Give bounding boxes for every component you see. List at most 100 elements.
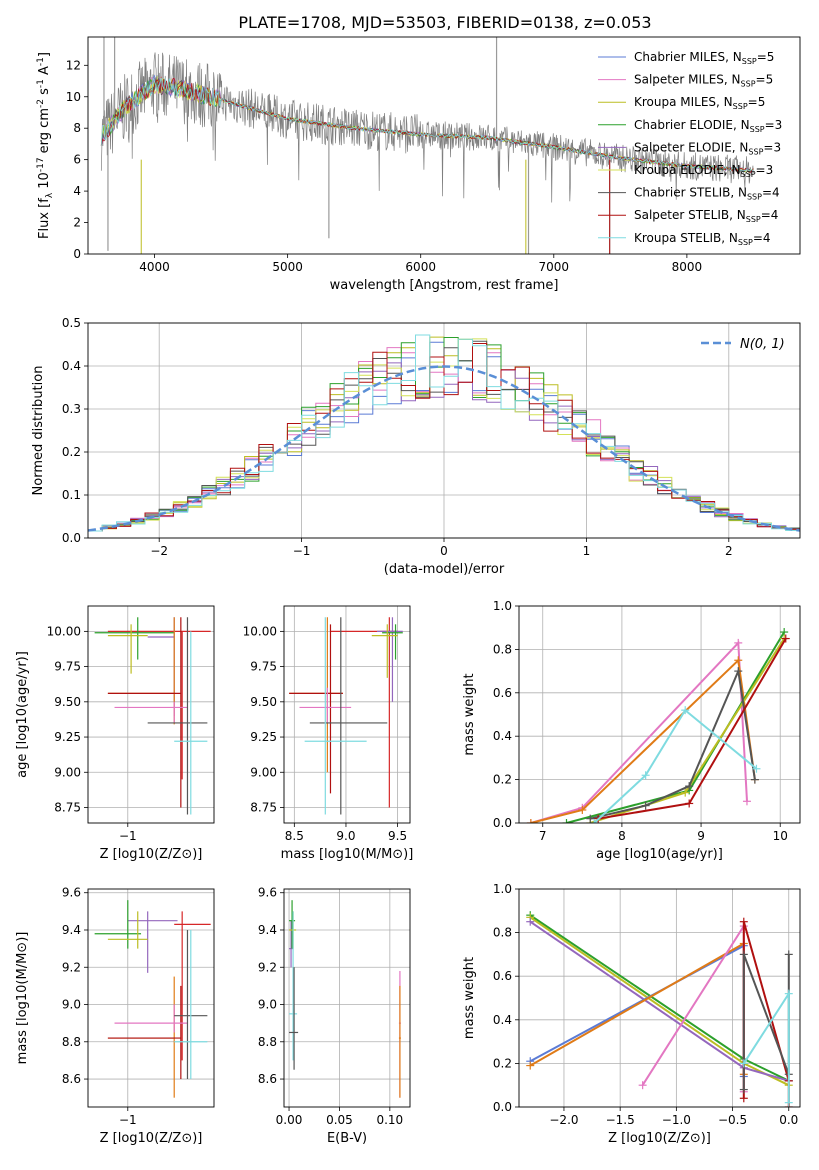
y-tick-label: 0.5	[62, 316, 81, 330]
legend-subscript: SSP	[748, 147, 763, 156]
label-part: Z [log10(Z/Z⊙)]	[100, 847, 203, 862]
legend-label: Kroupa ELODIE, NSSP=3	[634, 163, 773, 179]
y-tick-label: 1.0	[493, 882, 512, 896]
legend-label: Kroupa STELIB, NSSP=4	[634, 231, 771, 247]
x-tick-label: −1	[293, 544, 311, 558]
x-tick-label: 0.10	[376, 1113, 403, 1127]
x-tick-label: 10	[773, 829, 788, 843]
x-axis-label: Z [log10(Z/Z⊙)]	[100, 1131, 203, 1146]
residual-histogram-panel: −2 −1 0 1 2 0.0 0.1 0.2 0.3 0.4 0.5 (data-model)/er…	[31, 316, 801, 577]
legend-value: =3	[765, 118, 783, 132]
legend-label: Salpeter STELIB, NSSP=4	[634, 208, 778, 224]
label-part: mass weight	[462, 957, 477, 1039]
x-tick-label: 9.5	[388, 829, 407, 843]
residual-histogram	[88, 334, 800, 532]
y-tick-label: 0.4	[62, 359, 81, 373]
x-axis-label: (data-model)/error	[384, 562, 505, 577]
y-tick-label: 8.8	[258, 1035, 277, 1049]
x-tick-label: −1	[119, 829, 137, 843]
y-axis-label: mass weight	[462, 673, 477, 755]
x-tick-label: 9.0	[336, 829, 355, 843]
mass-weight-line	[598, 637, 787, 820]
legend-label: N(0, 1)	[740, 337, 785, 352]
y-tick-label: 8	[73, 121, 81, 135]
axes-frame	[283, 888, 411, 1108]
plot-area	[100, 37, 754, 254]
y-tick-label: 9.25	[54, 730, 81, 744]
label-part: -2	[36, 99, 46, 108]
label-part: erg cm	[37, 108, 52, 157]
y-tick-label: 1.0	[493, 599, 512, 613]
mass-weight-line	[530, 658, 756, 823]
plot-area	[289, 900, 401, 1098]
y-tick-label: 8.6	[62, 1072, 81, 1086]
x-tick-label: −1	[119, 1113, 137, 1127]
y-tick-label: 9.0	[62, 998, 81, 1012]
axes-frame	[283, 605, 411, 824]
x-tick-label: 0	[440, 544, 448, 558]
x-tick-label: 1	[583, 544, 591, 558]
label-part: s	[37, 88, 52, 99]
plot-area	[94, 900, 211, 1098]
x-tick-label: 9	[697, 829, 705, 843]
axes-frame	[87, 605, 215, 824]
x-tick-label: −1.0	[662, 1113, 691, 1127]
x-axis-label: Z [log10(Z/Z⊙)]	[100, 847, 203, 862]
legend-subscript: SSP	[747, 193, 762, 202]
mass-weight-vs-age-panel: 7 8 9 10 0.0 0.2 0.4 0.6 0.8 1.0 age [log10(age/yr…	[462, 599, 801, 862]
x-tick-label: −2.0	[549, 1113, 578, 1127]
y-tick-label: 0.2	[493, 773, 512, 787]
y-tick-label: 9.6	[258, 886, 277, 900]
y-tick-label: 0.2	[493, 1056, 512, 1070]
x-axis-label: mass [log10(M/M⊙)]	[281, 847, 414, 862]
x-tick-label: 7000	[539, 260, 570, 274]
axes-frame	[87, 36, 801, 255]
legend-subscript: SSP	[750, 125, 765, 134]
x-tick-label: 4000	[139, 260, 170, 274]
x-axis-label: Z [log10(Z/Z⊙)]	[608, 1131, 711, 1146]
x-tick-label: 7	[539, 829, 547, 843]
y-tick-label: 9.50	[54, 695, 81, 709]
y-tick-label: 0.4	[493, 729, 512, 743]
label-part: -17	[36, 157, 46, 172]
mass-weight-vs-metallicity-panel: −2.0 −1.5 −1.0 −0.5 0.0 0.0 0.2 0.4 0.6 0.8 1.0 Z […	[462, 882, 801, 1146]
mass-vs-metallicity-panel: −1 8.6 8.8 9.0 9.2 9.4 9.6 Z [log10(Z/Z⊙)] mass …	[15, 886, 215, 1146]
legend-label: Chabrier STELIB, NSSP=4	[634, 186, 780, 202]
label-part: mass [log10(M/M⊙)]	[281, 847, 414, 862]
x-tick-label: 8000	[672, 260, 703, 274]
x-tick-label: 6000	[405, 260, 436, 274]
label-part: Z [log10(Z/Z⊙)]	[608, 1131, 711, 1146]
figure-title: PLATE=1708, MJD=53503, FIBERID=0138, z=0…	[238, 13, 651, 32]
axes-frame	[87, 322, 801, 539]
legend-label: Chabrier MILES, NSSP=5	[634, 50, 774, 66]
legend-subscript: SSP	[742, 57, 757, 66]
plot-area	[94, 617, 211, 815]
legend-subscript: SSP	[738, 238, 753, 247]
y-tick-label: 2	[73, 216, 81, 230]
label-part: (data-model)/error	[384, 562, 505, 577]
axes-frame	[518, 605, 801, 824]
y-tick-label: 0.0	[493, 1100, 512, 1114]
x-tick-label: 2	[725, 544, 733, 558]
age-vs-mass-panel: 8.5 9.0 9.5 8.75 9.00 9.25 9.50 9.75 10.00 mass […	[243, 605, 414, 862]
normal-curve	[88, 365, 800, 532]
label-part: 10	[37, 172, 52, 193]
x-tick-label: 0.05	[326, 1113, 353, 1127]
y-tick-label: 9.75	[250, 660, 277, 674]
y-tick-label: 0.8	[493, 642, 512, 656]
y-tick-label: 9.00	[54, 765, 81, 779]
label-part: mass weight	[462, 673, 477, 755]
legend-subscript: SSP	[746, 215, 761, 224]
y-tick-label: 0.4	[493, 1013, 512, 1027]
legend-label: Kroupa MILES, NSSP=5	[634, 95, 765, 111]
legend-value: =3	[763, 140, 781, 154]
y-tick-label: 8.75	[250, 801, 277, 815]
y-tick-label: 0.0	[493, 816, 512, 830]
legend-subscript: SSP	[741, 80, 756, 89]
label-part: age [log10(age/yr)]	[596, 847, 723, 862]
legend-subscript: SSP	[741, 170, 756, 179]
plot-area	[289, 617, 403, 815]
y-tick-label: 0.2	[62, 445, 81, 459]
legend-value: =3	[756, 163, 774, 177]
